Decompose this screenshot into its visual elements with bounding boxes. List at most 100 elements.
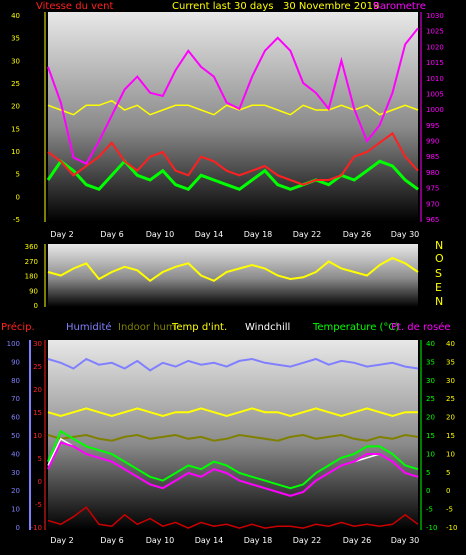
humidity-line [47,357,419,372]
panel3-y2-tick-4: 20 [426,414,435,422]
panel3-y3-tick-6: 10 [446,450,455,458]
panel1-y2-tick-5: 1005 [426,90,444,98]
compass-n-bottom: N [435,295,444,308]
panel3-y2-tick-1: 35 [426,358,435,366]
panel3-plot-area [48,340,418,530]
panel3-y2-tick-9: -5 [426,506,433,514]
panel3-y2-tick-10: -10 [426,524,437,532]
panel3-hum-tick-1: 90 [11,358,20,366]
panel3-y2-tick-3: 25 [426,395,435,403]
precip-line [47,506,419,529]
panel3-hum-tick-10: 0 [16,524,20,532]
wind-speed-line [47,131,419,186]
panel1-y2-tick-3: 1015 [426,59,444,67]
panel3-y-tick-7: -5 [35,501,42,509]
month-label: 30 Novembre 2019 [283,1,380,12]
panel1-y2-tick-12: 970 [426,200,439,208]
indoor-temp-line [47,407,418,418]
panel2-y-tick-1: 270 [25,258,38,266]
temperature-line [47,429,419,490]
panel1-y2-tick-9: 985 [426,153,439,161]
temperature-humidity-panel: 1009080706050403020100302520151050-5-104… [7,340,457,545]
panel3-y-tick-0: 30 [33,340,42,348]
panel1-y-tick-1: 35 [11,35,20,43]
legend-temp-int: Temp d'int. [172,322,228,333]
panel1-y2-tick-11: 975 [426,185,439,193]
panel3-x-tick-5: Day 22 [293,536,322,545]
panel1-x-tick-4: Day 18 [244,230,273,239]
panel3-y3-tick-8: 0 [446,487,450,495]
panel1-y2-tick-1: 1025 [426,28,444,36]
panel1-x-tick-7: Day 30 [391,230,420,239]
panel1-x-tick-3: Day 14 [195,230,224,239]
panel1-x-tick-6: Day 26 [343,230,372,239]
barometer-line [47,27,419,166]
barometer-title: Barometre [373,1,426,12]
panel3-y2-tick-5: 15 [426,432,435,440]
panel3-y-tick-4: 10 [33,432,42,440]
panel3-x-tick-0: Day 2 [50,536,73,545]
panel1-y2-tick-2: 1020 [426,43,444,51]
panel3-y2-tick-7: 5 [426,469,430,477]
panel2-y-tick-0: 360 [25,243,38,251]
panel3-y3-tick-7: 5 [446,469,450,477]
panel3-y3-tick-3: 25 [446,395,455,403]
compass-e: E [435,281,442,294]
panel1-y-tick-6: 10 [11,148,20,156]
panel3-hum-tick-5: 50 [11,432,20,440]
legend-humidity: Humidité [66,322,112,333]
panel3-y2-tick-0: 40 [426,340,435,348]
panel1-x-tick-1: Day 6 [100,230,123,239]
panel2-plot-area [48,244,418,307]
wind-direction-panel: 360 270 180 90 0 [25,243,419,310]
panel3-hum-tick-0: 100 [7,340,20,348]
gust-line [46,159,419,192]
panel3-x-tick-1: Day 6 [100,536,123,545]
panel3-y3-tick-0: 40 [446,340,455,348]
compass-n-top: N [435,239,444,252]
panel3-y-tick-8: -10 [31,524,42,532]
panel1-y2-tick-10: 980 [426,169,439,177]
wind-direction-line [47,256,419,283]
panel3-y2-tick-8: 0 [426,487,430,495]
panel3-y-tick-3: 15 [33,409,42,417]
panel3-hum-tick-4: 60 [11,414,20,422]
current-label: Current last 30 days [172,1,274,12]
indoor-humidity-line [47,433,419,442]
compass-s: S [435,267,442,280]
wind-barometer-panel: 40 35 30 25 20 15 10 5 0 -5 1030 1025 1020 1015 1010 10… [11,12,444,239]
panel3-y-tick-6: 0 [38,478,42,486]
panel1-y-tick-7: 5 [16,171,20,179]
panel3-y3-tick-4: 20 [446,414,455,422]
panel3-y3-tick-2: 30 [446,377,455,385]
dewpoint-line [47,441,419,497]
panel3-y2-tick-6: 10 [426,450,435,458]
panel1-y2-tick-6: 1000 [426,106,444,114]
panel1-y-tick-8: 0 [16,193,20,201]
panel3-hum-tick-2: 80 [11,377,20,385]
panel2-y-tick-3: 90 [29,287,38,295]
legend-precip: Précip. [1,322,35,333]
panel3-hum-tick-3: 70 [11,395,20,403]
wind-average-line [47,99,419,116]
panel3-hum-tick-6: 40 [11,450,20,458]
panel1-y-tick-9: -5 [13,216,20,224]
panel3-hum-tick-8: 20 [11,487,20,495]
legend-windchill: Windchill [245,322,291,333]
panel3-y-tick-2: 20 [33,386,42,394]
panel3-y3-tick-5: 15 [446,432,455,440]
panel3-y2-tick-2: 30 [426,377,435,385]
panel1-x-tick-5: Day 22 [293,230,322,239]
panel3-x-tick-6: Day 26 [343,536,372,545]
panel2-y-tick-2: 180 [25,273,38,281]
panel3-x-tick-4: Day 18 [244,536,273,545]
panel2-y-tick-4: 0 [34,302,38,310]
panel3-y-tick-5: 5 [38,455,42,463]
panel3-hum-tick-7: 30 [11,469,20,477]
panel1-y2-tick-7: 995 [426,122,439,130]
panel1-y-tick-3: 25 [11,80,20,88]
panel3-x-tick-3: Day 14 [195,536,224,545]
panel3-hum-tick-9: 10 [11,506,20,514]
legend-indoor-hum: Indoor hum [118,322,176,333]
